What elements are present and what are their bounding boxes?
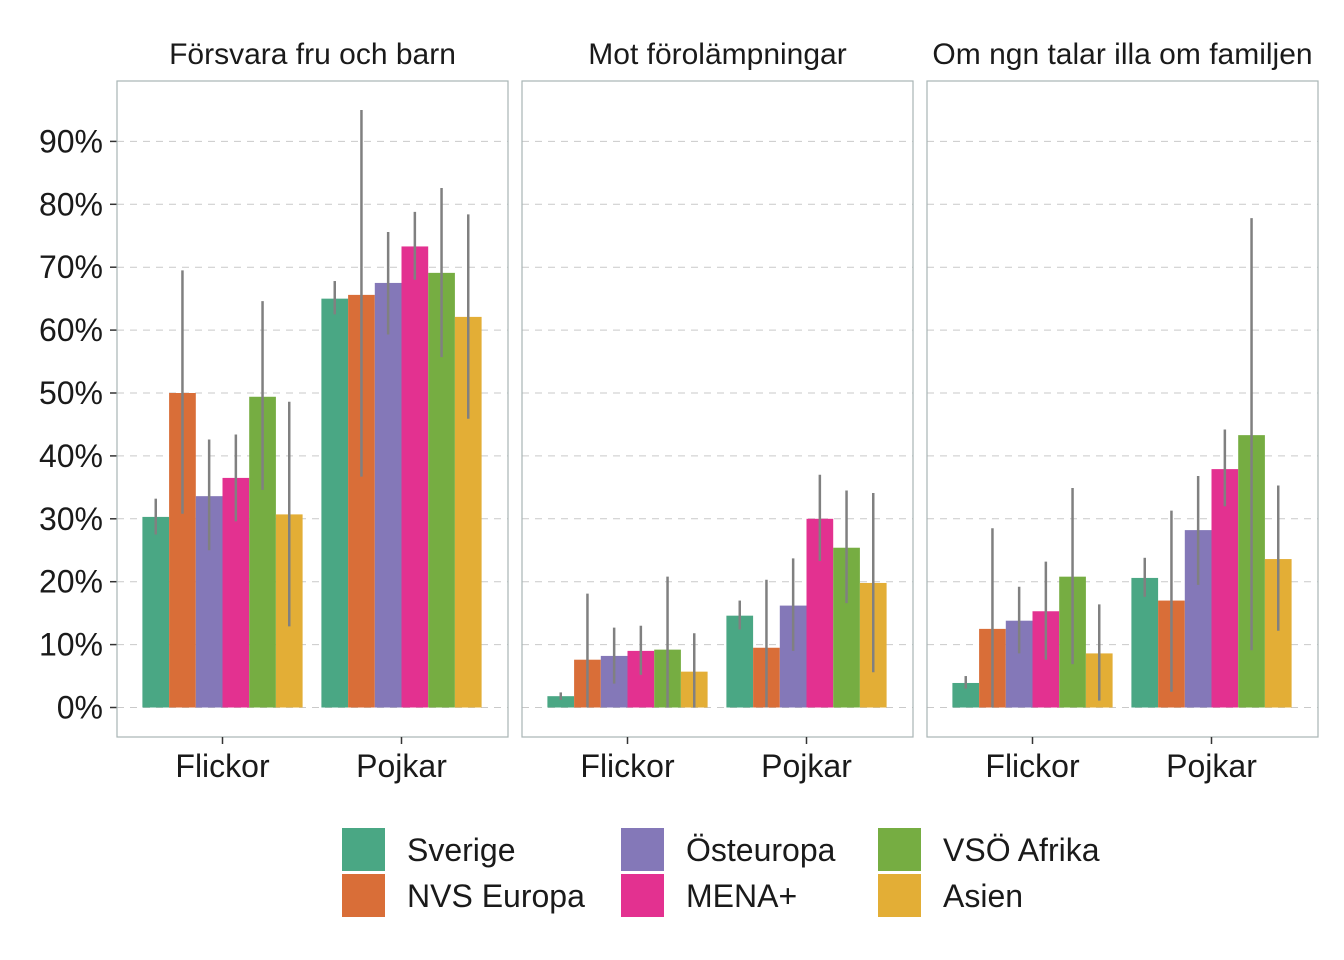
panel-border (926, 80, 1319, 738)
x-tick-label: Flickor (580, 748, 675, 784)
panel-title: Försvara fru och barn (169, 38, 456, 71)
y-tick-label: 50% (39, 375, 103, 411)
legend-label: Asien (943, 878, 1023, 914)
legend-swatch (878, 828, 921, 871)
y-tick-label: 20% (39, 564, 103, 600)
legend-label: NVS Europa (407, 878, 585, 914)
panel-title: Mot förolämpningar (588, 38, 846, 71)
legend-item: Asien (878, 874, 1023, 917)
x-tick-label: Pojkar (1166, 748, 1257, 784)
panel-title: Om ngn talar illa om familjen (932, 38, 1312, 71)
bar (726, 615, 754, 708)
bar (321, 298, 349, 708)
legend-swatch (342, 828, 385, 871)
legend-label: VSÖ Afrika (943, 832, 1100, 868)
legend-item: Östeuropa (621, 828, 836, 871)
y-tick-label: 30% (39, 501, 103, 537)
y-tick-label: 10% (39, 627, 103, 663)
legend-label: Östeuropa (686, 832, 836, 868)
panel-border (116, 80, 509, 738)
x-tick-label: Pojkar (356, 748, 447, 784)
facet-panel: Mot förolämpningar Flickor Pojkar (521, 38, 914, 784)
y-tick-label: 90% (39, 123, 103, 159)
legend-swatch (878, 874, 921, 917)
legend-swatch (621, 874, 664, 917)
facet-panel: Försvara fru och barn Flickor Pojkar (116, 38, 509, 784)
legend-item: VSÖ Afrika (878, 828, 1100, 871)
bar (547, 696, 575, 708)
panel-border (521, 80, 914, 738)
bar (401, 246, 429, 708)
y-tick-label: 40% (39, 438, 103, 474)
y-axis: 0% 10% 20% 30% 40% 50% 60% 70% 80% 90% (39, 123, 117, 726)
x-tick-label: Flickor (985, 748, 1080, 784)
legend-label: MENA+ (686, 878, 797, 914)
legend-swatch (621, 828, 664, 871)
bar (374, 282, 402, 708)
x-tick-label: Pojkar (761, 748, 852, 784)
legend-label: Sverige (407, 832, 516, 868)
legend-item: NVS Europa (342, 874, 585, 917)
y-tick-label: 0% (57, 690, 103, 726)
x-tick-label: Flickor (175, 748, 270, 784)
bar (1211, 469, 1239, 708)
y-tick-label: 60% (39, 312, 103, 348)
bar (142, 516, 170, 708)
legend-swatch (342, 874, 385, 917)
legend-item: MENA+ (621, 874, 797, 917)
bar (1131, 577, 1159, 708)
legend-item: Sverige (342, 828, 516, 871)
legend: Sverige NVS Europa Östeuropa MENA+ VSÖ Afrik… (342, 828, 1100, 917)
y-tick-label: 80% (39, 186, 103, 222)
y-tick-label: 70% (39, 249, 103, 285)
facet-panel: Om ngn talar illa om familjen Flickor Pojk… (926, 38, 1319, 784)
